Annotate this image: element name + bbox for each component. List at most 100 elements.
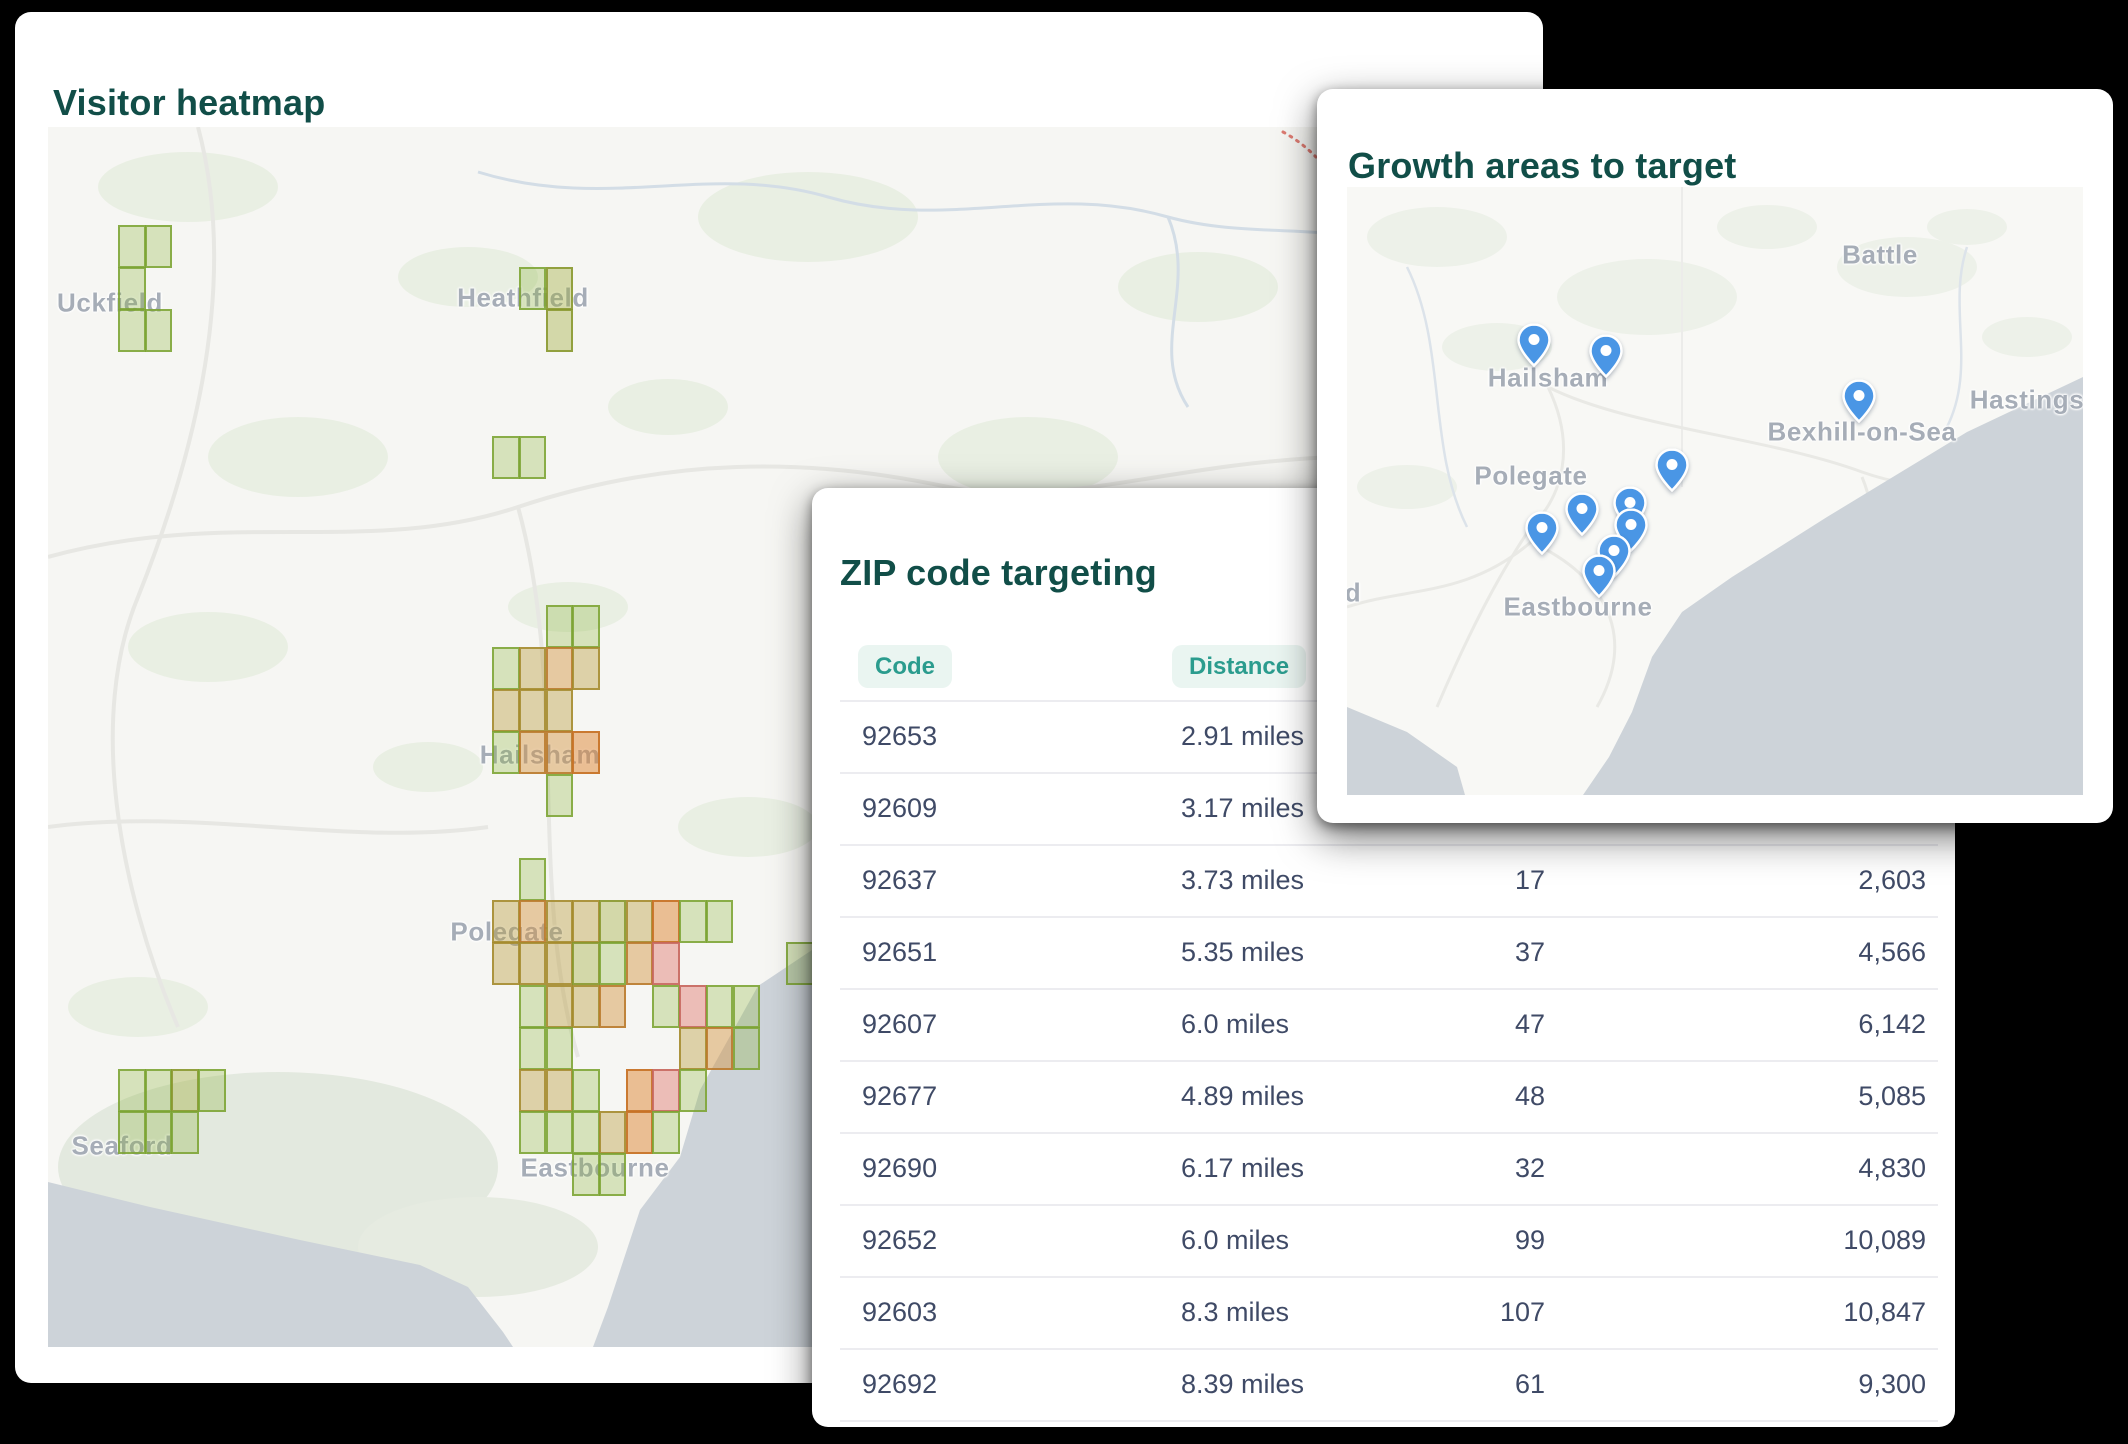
zip-table-row[interactable]: 92652 6.0 miles 99 10,089 bbox=[840, 1206, 1938, 1278]
zip-cell-code: 92652 bbox=[862, 1225, 938, 1255]
zip-cell-c4: 10,089 bbox=[1843, 1225, 1926, 1255]
heatmap-cell bbox=[705, 1026, 734, 1070]
zip-table-row[interactable]: 92603 8.3 miles 107 10,847 bbox=[840, 1278, 1938, 1350]
zip-table-row[interactable]: 92690 6.17 miles 32 4,830 bbox=[840, 1134, 1938, 1206]
map-city-label: d bbox=[1347, 577, 1362, 608]
zip-cell-code: 92607 bbox=[862, 1009, 938, 1039]
heatmap-cell bbox=[679, 1069, 707, 1112]
growth-basemap bbox=[1347, 187, 2083, 795]
heatmap-cell bbox=[518, 731, 547, 775]
heatmap-cell bbox=[518, 858, 547, 901]
map-city-label: Hailsham bbox=[1487, 362, 1609, 393]
heatmap-cell bbox=[545, 267, 574, 311]
heatmap-cell bbox=[625, 900, 654, 944]
zip-cell-dist: 4.89 miles bbox=[1181, 1081, 1305, 1111]
heatmap-cell bbox=[705, 900, 734, 944]
heatmap-cell bbox=[518, 900, 547, 944]
heatmap-cell bbox=[144, 225, 173, 268]
map-pin-icon[interactable] bbox=[1517, 323, 1551, 372]
map-city-label: Heathfield bbox=[457, 282, 589, 313]
heatmap-cell bbox=[786, 942, 814, 986]
heatmap-cell bbox=[625, 1069, 654, 1112]
zip-cell-c3: 37 bbox=[1514, 937, 1545, 967]
heatmap-cell bbox=[545, 604, 574, 648]
column-header-code[interactable]: Code bbox=[858, 645, 952, 688]
growth-areas-map[interactable]: Battle Hailsham Hastings Bexhill-on-Sea Pole… bbox=[1347, 187, 2083, 795]
heatmap-cell bbox=[545, 647, 574, 690]
heatmap-cell bbox=[545, 984, 574, 1028]
heatmap-cell bbox=[679, 984, 707, 1028]
heatmap-cell bbox=[518, 984, 547, 1028]
map-pin-icon[interactable] bbox=[1582, 554, 1616, 603]
heatmap-cell bbox=[518, 1111, 547, 1155]
heatmap-cell bbox=[732, 984, 761, 1028]
heatmap-cell bbox=[545, 942, 574, 986]
heatmap-cell bbox=[598, 984, 627, 1028]
visitor-heatmap-title: Visitor heatmap bbox=[53, 81, 326, 123]
zip-cell-dist: 6.17 miles bbox=[1181, 1153, 1305, 1183]
heatmap-cell bbox=[518, 1069, 547, 1112]
heatmap-cell bbox=[545, 900, 574, 944]
heatmap-cell bbox=[598, 1111, 627, 1155]
heatmap-cell bbox=[572, 900, 600, 944]
heatmap-cell bbox=[572, 731, 600, 775]
heatmap-cell bbox=[118, 1069, 146, 1112]
map-city-label: Seaford bbox=[71, 1130, 173, 1161]
zip-cell-c4: 4,830 bbox=[1858, 1153, 1926, 1183]
heatmap-cell bbox=[572, 1069, 600, 1112]
heatmap-cell bbox=[652, 984, 680, 1028]
growth-areas-title: Growth areas to target bbox=[1348, 144, 1737, 186]
map-pin-icon[interactable] bbox=[1655, 448, 1689, 497]
heatmap-cell bbox=[198, 1069, 226, 1112]
heatmap-cell bbox=[545, 1111, 574, 1155]
zip-table-row[interactable]: 92637 3.73 miles 17 2,603 bbox=[840, 846, 1938, 918]
heatmap-cell bbox=[518, 647, 547, 690]
heatmap-cell bbox=[545, 731, 574, 775]
zip-cell-c4: 2,603 bbox=[1858, 865, 1926, 895]
heatmap-cell bbox=[518, 689, 547, 733]
map-pin-icon[interactable] bbox=[1842, 379, 1876, 428]
zip-table-row[interactable]: 92609 3.17 miles bbox=[840, 774, 1938, 846]
heatmap-cell bbox=[518, 1026, 547, 1070]
heatmap-cell bbox=[492, 900, 520, 944]
heatmap-cell bbox=[518, 267, 547, 311]
heatmap-cell bbox=[598, 942, 627, 986]
heatmap-cell bbox=[572, 942, 600, 986]
heatmap-cell bbox=[171, 1111, 199, 1155]
heatmap-cell bbox=[144, 1069, 173, 1112]
heatmap-cell bbox=[679, 900, 707, 944]
zip-cell-c3: 32 bbox=[1514, 1153, 1545, 1183]
zip-cell-dist: 6.0 miles bbox=[1181, 1225, 1290, 1255]
heatmap-cell bbox=[492, 942, 520, 986]
heatmap-cell bbox=[492, 436, 520, 479]
map-pin-icon[interactable] bbox=[1589, 334, 1623, 383]
zip-cell-c4: 10,847 bbox=[1843, 1297, 1926, 1327]
heatmap-cell bbox=[652, 1111, 680, 1155]
heatmap-cell bbox=[572, 1111, 600, 1155]
heatmap-cell bbox=[545, 1026, 574, 1070]
zip-table-row[interactable]: 92677 4.89 miles 48 5,085 bbox=[840, 1062, 1938, 1134]
zip-cell-c3: 99 bbox=[1514, 1225, 1545, 1255]
heatmap-cell bbox=[652, 1069, 680, 1112]
heatmap-cell bbox=[118, 225, 146, 268]
heatmap-cell bbox=[492, 689, 520, 733]
heatmap-cell bbox=[171, 1069, 199, 1112]
zip-table-row[interactable]: 92607 6.0 miles 47 6,142 bbox=[840, 990, 1938, 1062]
zip-table-row[interactable]: 92651 5.35 miles 37 4,566 bbox=[840, 918, 1938, 990]
column-header-distance[interactable]: Distance bbox=[1172, 645, 1307, 688]
map-city-label: Eastbourne bbox=[1503, 591, 1653, 622]
map-pin-icon[interactable] bbox=[1565, 492, 1599, 541]
zip-table: 92653 2.91 miles 92609 3.17 miles 92637 3.73 … bbox=[840, 700, 1938, 1422]
zip-table-row[interactable]: 92692 8.39 miles 61 9,300 bbox=[840, 1350, 1938, 1422]
map-pin-icon[interactable] bbox=[1525, 511, 1559, 560]
zip-cell-c4: 6,142 bbox=[1858, 1009, 1926, 1039]
heatmap-cell bbox=[625, 942, 654, 986]
zip-cell-code: 92603 bbox=[862, 1297, 938, 1327]
map-city-label: Polegate bbox=[1474, 460, 1588, 491]
growth-areas-card: Growth areas to target bbox=[1317, 89, 2113, 823]
heatmap-cell bbox=[144, 309, 173, 353]
zip-cell-c3: 17 bbox=[1514, 865, 1545, 895]
heatmap-cell bbox=[118, 267, 146, 311]
zip-cell-code: 92637 bbox=[862, 865, 938, 895]
